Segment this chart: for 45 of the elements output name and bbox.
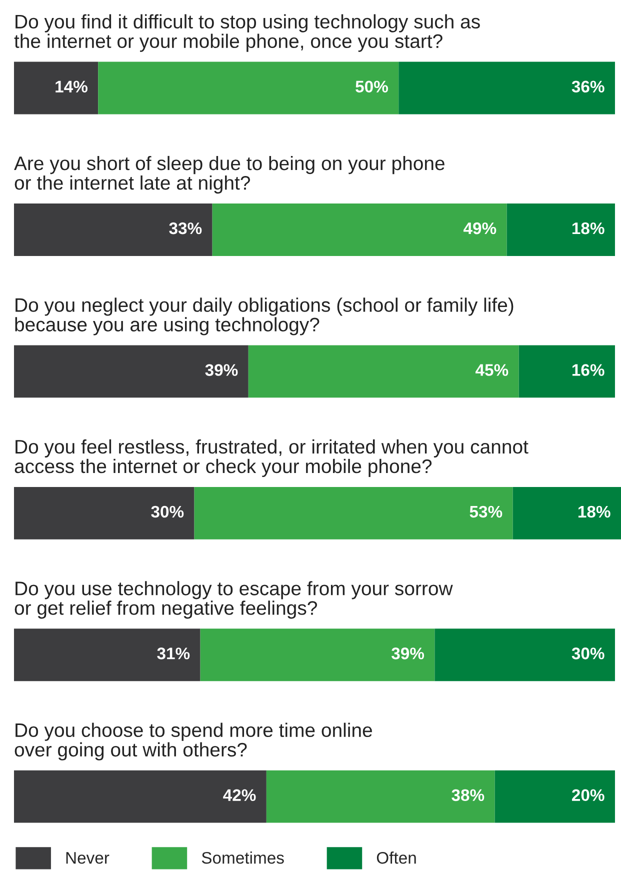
bar — [14, 628, 200, 682]
y-tick-label: Do you choose to spend more time online over going out with others? — [14, 722, 372, 760]
bar — [512, 486, 621, 540]
data-label: 49% — [463, 222, 496, 234]
bar — [518, 345, 615, 398]
y-tick-label: Are you short of sleep due to being on your phone or the internet late at night? — [14, 156, 444, 194]
bar — [194, 486, 513, 540]
bar — [494, 770, 615, 823]
data-label: 30% — [151, 506, 184, 518]
bar — [14, 345, 248, 398]
y-tick-label: Do you feel restless, frustrated, or irritated when you cannot access the internet or check your mobile phone? — [14, 439, 528, 478]
bar — [212, 204, 507, 256]
bar — [200, 628, 435, 682]
data-label: 20% — [572, 789, 604, 802]
data-label: 33% — [169, 222, 202, 234]
bar — [506, 204, 615, 256]
data-label: 39% — [205, 364, 238, 376]
data-label: 42% — [223, 789, 256, 802]
data-label: 36% — [572, 80, 604, 93]
bar — [98, 62, 399, 114]
legend-label: Sometimes — [202, 852, 284, 864]
y-tick-label: Do you find it difficult to stop using technology such as the internet or your mobile phone, once you start? — [14, 14, 480, 52]
data-label: 38% — [452, 789, 484, 802]
data-label: 53% — [470, 506, 502, 518]
data-label: 16% — [572, 364, 604, 376]
data-label: 31% — [157, 648, 190, 660]
legend-label: Never — [66, 852, 110, 864]
bar — [14, 62, 98, 114]
data-label: 14% — [56, 80, 88, 92]
bar — [248, 345, 519, 398]
data-label: 50% — [356, 80, 388, 92]
bar — [14, 204, 212, 256]
bar — [398, 62, 615, 114]
data-label: 30% — [572, 648, 604, 660]
bar — [14, 486, 194, 540]
legend-label: Often — [376, 852, 416, 864]
data-label: 39% — [392, 648, 424, 660]
data-label: 45% — [476, 364, 508, 376]
bar — [14, 770, 266, 823]
data-label: 18% — [578, 506, 610, 518]
y-tick-label: Do you neglect your daily obligations (school or family life) because you are using technology? — [15, 298, 514, 336]
bar — [434, 628, 615, 682]
bar — [266, 770, 495, 823]
y-tick-label: Do you use technology to escape from your sorrow or get relief from negative feelings? — [14, 581, 453, 619]
data-label: 18% — [572, 222, 604, 234]
